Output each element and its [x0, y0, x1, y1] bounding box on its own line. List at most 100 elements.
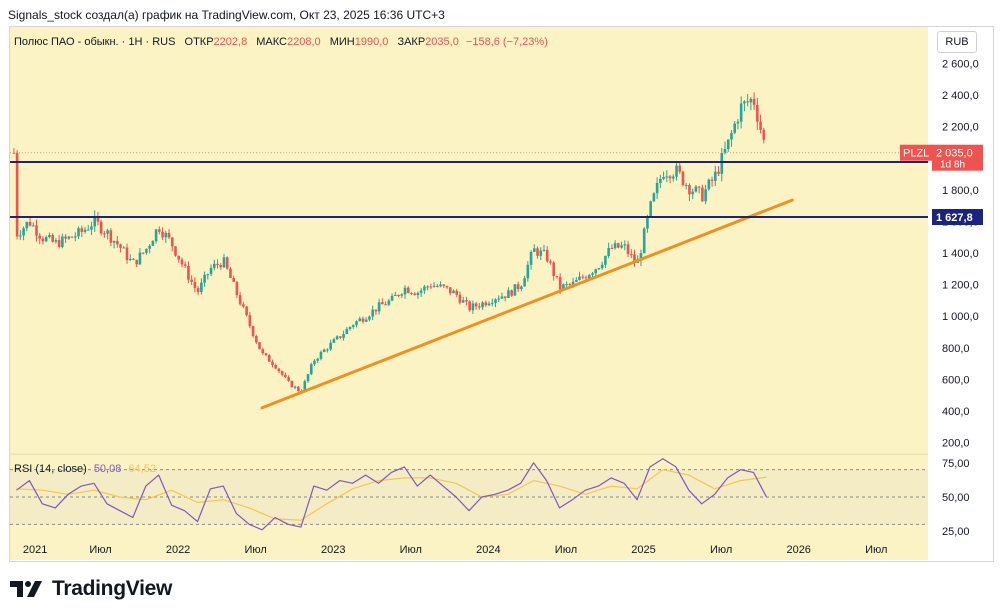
candle-body [455, 290, 459, 295]
candle-body [662, 177, 665, 179]
price-axis-tick: 1 000,0 [942, 311, 979, 323]
candle-body [591, 273, 594, 275]
candle-body [48, 235, 51, 238]
candle-body [733, 123, 737, 133]
candle-body [345, 328, 349, 334]
candle-body [439, 284, 442, 287]
candle-body [390, 295, 394, 301]
candle-body [416, 292, 420, 296]
candle-body [555, 276, 559, 278]
high-value: 2208,0 [287, 36, 321, 48]
price-axis-tick: 800,0 [942, 343, 970, 355]
candle-body [54, 240, 58, 242]
rsi-value: 50,08 [93, 463, 122, 475]
candle-body [15, 152, 19, 237]
time-axis-tick: Июл [555, 544, 577, 556]
candle-body [138, 252, 142, 265]
candle-body [562, 284, 565, 290]
candle-body [442, 284, 446, 286]
candle-body [238, 295, 242, 305]
candle-body [329, 342, 332, 350]
candle-body [445, 285, 449, 288]
candle-body [629, 253, 633, 255]
candle-body [193, 281, 197, 289]
candle-body [500, 296, 504, 299]
candle-body [44, 237, 48, 242]
low-value: 1990,0 [354, 36, 389, 48]
candle-body [73, 236, 77, 238]
candle-body [684, 184, 688, 186]
candle-body [604, 255, 607, 265]
candle-body [490, 302, 494, 304]
candle-body [67, 236, 71, 239]
candle-body [119, 244, 122, 248]
candle-body [626, 244, 630, 254]
candle-body [196, 288, 200, 293]
currency-button[interactable]: RUB [937, 31, 977, 53]
candle-body [264, 353, 268, 356]
candle-body [309, 364, 313, 375]
candle-body [280, 371, 284, 375]
candle-body [510, 290, 513, 296]
candle-body [675, 165, 678, 177]
candle-body [326, 349, 329, 351]
time-axis-tick: Июл [244, 544, 266, 556]
candle-body [507, 290, 510, 298]
candle-body [125, 247, 129, 261]
candle-body [394, 294, 397, 296]
candle-body [41, 238, 45, 242]
candle-body [371, 309, 374, 317]
candle-body [342, 333, 345, 338]
candle-body [306, 374, 310, 382]
candle-body [403, 287, 407, 295]
price-axis-tick: 600,0 [942, 374, 970, 386]
candle-body [222, 257, 226, 268]
candle-body [229, 268, 232, 278]
candle-body [255, 336, 258, 343]
price-axis-tick: 1 800,0 [942, 185, 979, 197]
candle-body [128, 258, 132, 261]
candle-body [267, 355, 271, 362]
candle-body [219, 265, 223, 268]
chart-attribution: Signals_stock создал(а) график на Tradin… [8, 8, 445, 22]
candle-body [423, 286, 426, 291]
rsi-axis-tick: 50,00 [942, 492, 970, 504]
candle-body [384, 304, 387, 306]
candle-body [503, 296, 507, 298]
candle-body [678, 165, 682, 172]
candle-body [274, 364, 278, 369]
candle-body [536, 248, 539, 256]
candle-body [151, 241, 155, 246]
rsi-axis-tick: 75,00 [942, 458, 970, 470]
candle-body [623, 244, 627, 246]
candle-body [351, 325, 355, 327]
tradingview-logo-icon [10, 581, 42, 597]
candle-body [400, 294, 404, 296]
candle-body [594, 269, 598, 274]
candle-body [565, 284, 568, 286]
candle-body [406, 287, 410, 293]
tradingview-logo[interactable]: TradingView [10, 576, 172, 602]
candle-body [293, 386, 297, 388]
candle-body [225, 257, 229, 269]
candle-body [132, 258, 135, 260]
candle-body [746, 101, 749, 103]
candle-body [96, 216, 100, 222]
candle-body [284, 374, 287, 378]
candle-body [426, 286, 429, 288]
time-axis-tick: Июл [710, 544, 732, 556]
candle-body [436, 285, 439, 287]
candle-body [620, 245, 623, 248]
candle-body [106, 230, 109, 234]
candle-body [413, 293, 416, 296]
candle-body [161, 231, 164, 238]
candle-body [235, 281, 239, 296]
candle-body [261, 349, 265, 354]
candle-body [691, 191, 694, 195]
candle-body [520, 286, 523, 290]
rsi-line [16, 458, 767, 531]
candle-body [316, 358, 320, 361]
candle-body [646, 216, 649, 229]
candle-body [99, 221, 103, 234]
